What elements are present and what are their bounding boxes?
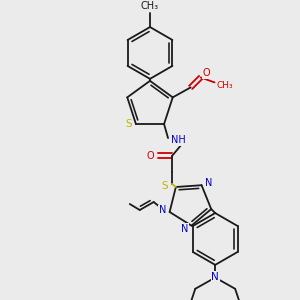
Text: N: N [211, 272, 219, 282]
Text: S: S [162, 181, 168, 191]
Text: NH: NH [171, 135, 185, 145]
Text: CH₃: CH₃ [216, 81, 233, 90]
Text: N: N [159, 205, 166, 215]
Text: CH₃: CH₃ [141, 1, 159, 11]
Text: O: O [146, 151, 154, 161]
Text: N: N [181, 224, 188, 234]
Text: O: O [203, 68, 210, 79]
Text: S: S [126, 119, 132, 129]
Text: N: N [205, 178, 212, 188]
